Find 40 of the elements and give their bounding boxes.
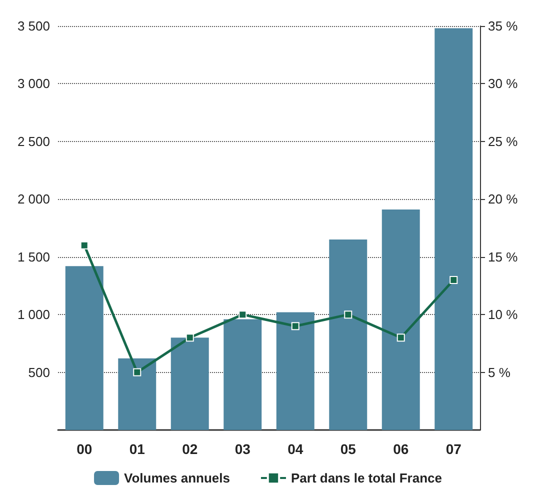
- bar: [118, 358, 156, 430]
- bar: [276, 312, 314, 430]
- x-tick-label: 07: [446, 441, 462, 457]
- y2-tick-label: 5 %: [488, 364, 511, 380]
- y-tick-label: 2 000: [17, 192, 50, 207]
- point: [238, 310, 247, 319]
- y2-tick-label: 10 %: [488, 307, 518, 322]
- point: [186, 334, 194, 342]
- x-tick-label: 05: [340, 441, 356, 457]
- point: [80, 241, 88, 250]
- y-tick-label: 3 000: [17, 76, 50, 92]
- point: [291, 322, 300, 330]
- x-tick-label: 02: [182, 441, 198, 457]
- point: [344, 310, 352, 319]
- y-tick-label: 500: [28, 364, 50, 380]
- legend-label: Part dans le total France: [290, 470, 442, 486]
- x-tick-label: 01: [129, 441, 146, 457]
- x-tick-label: 00: [76, 441, 92, 457]
- x-tick-label: 06: [393, 441, 409, 457]
- bar: [329, 240, 368, 430]
- point: [450, 276, 458, 284]
- point: [133, 368, 142, 376]
- y2-tick-label: 25 %: [488, 134, 518, 149]
- y-tick-label: 2 500: [17, 134, 50, 149]
- y-tick-label: 1 500: [17, 249, 50, 264]
- legend-label: Volumes annuels: [124, 470, 230, 486]
- x-tick-label: 03: [234, 441, 251, 457]
- y2-tick-label: 35 %: [488, 18, 518, 34]
- y2-tick-label: 20 %: [488, 192, 518, 207]
- y-tick-label: 3 500: [17, 18, 50, 34]
- point: [396, 334, 405, 342]
- bar: [170, 338, 209, 430]
- y2-tick-label: 30 %: [488, 76, 518, 92]
- bar: [382, 210, 420, 430]
- x-tick-label: 04: [288, 441, 304, 457]
- y-tick-label: 1 000: [17, 307, 50, 322]
- bar: [224, 319, 262, 430]
- bar: [65, 266, 104, 430]
- y2-tick-label: 15 %: [488, 249, 518, 264]
- bar: [434, 28, 473, 430]
